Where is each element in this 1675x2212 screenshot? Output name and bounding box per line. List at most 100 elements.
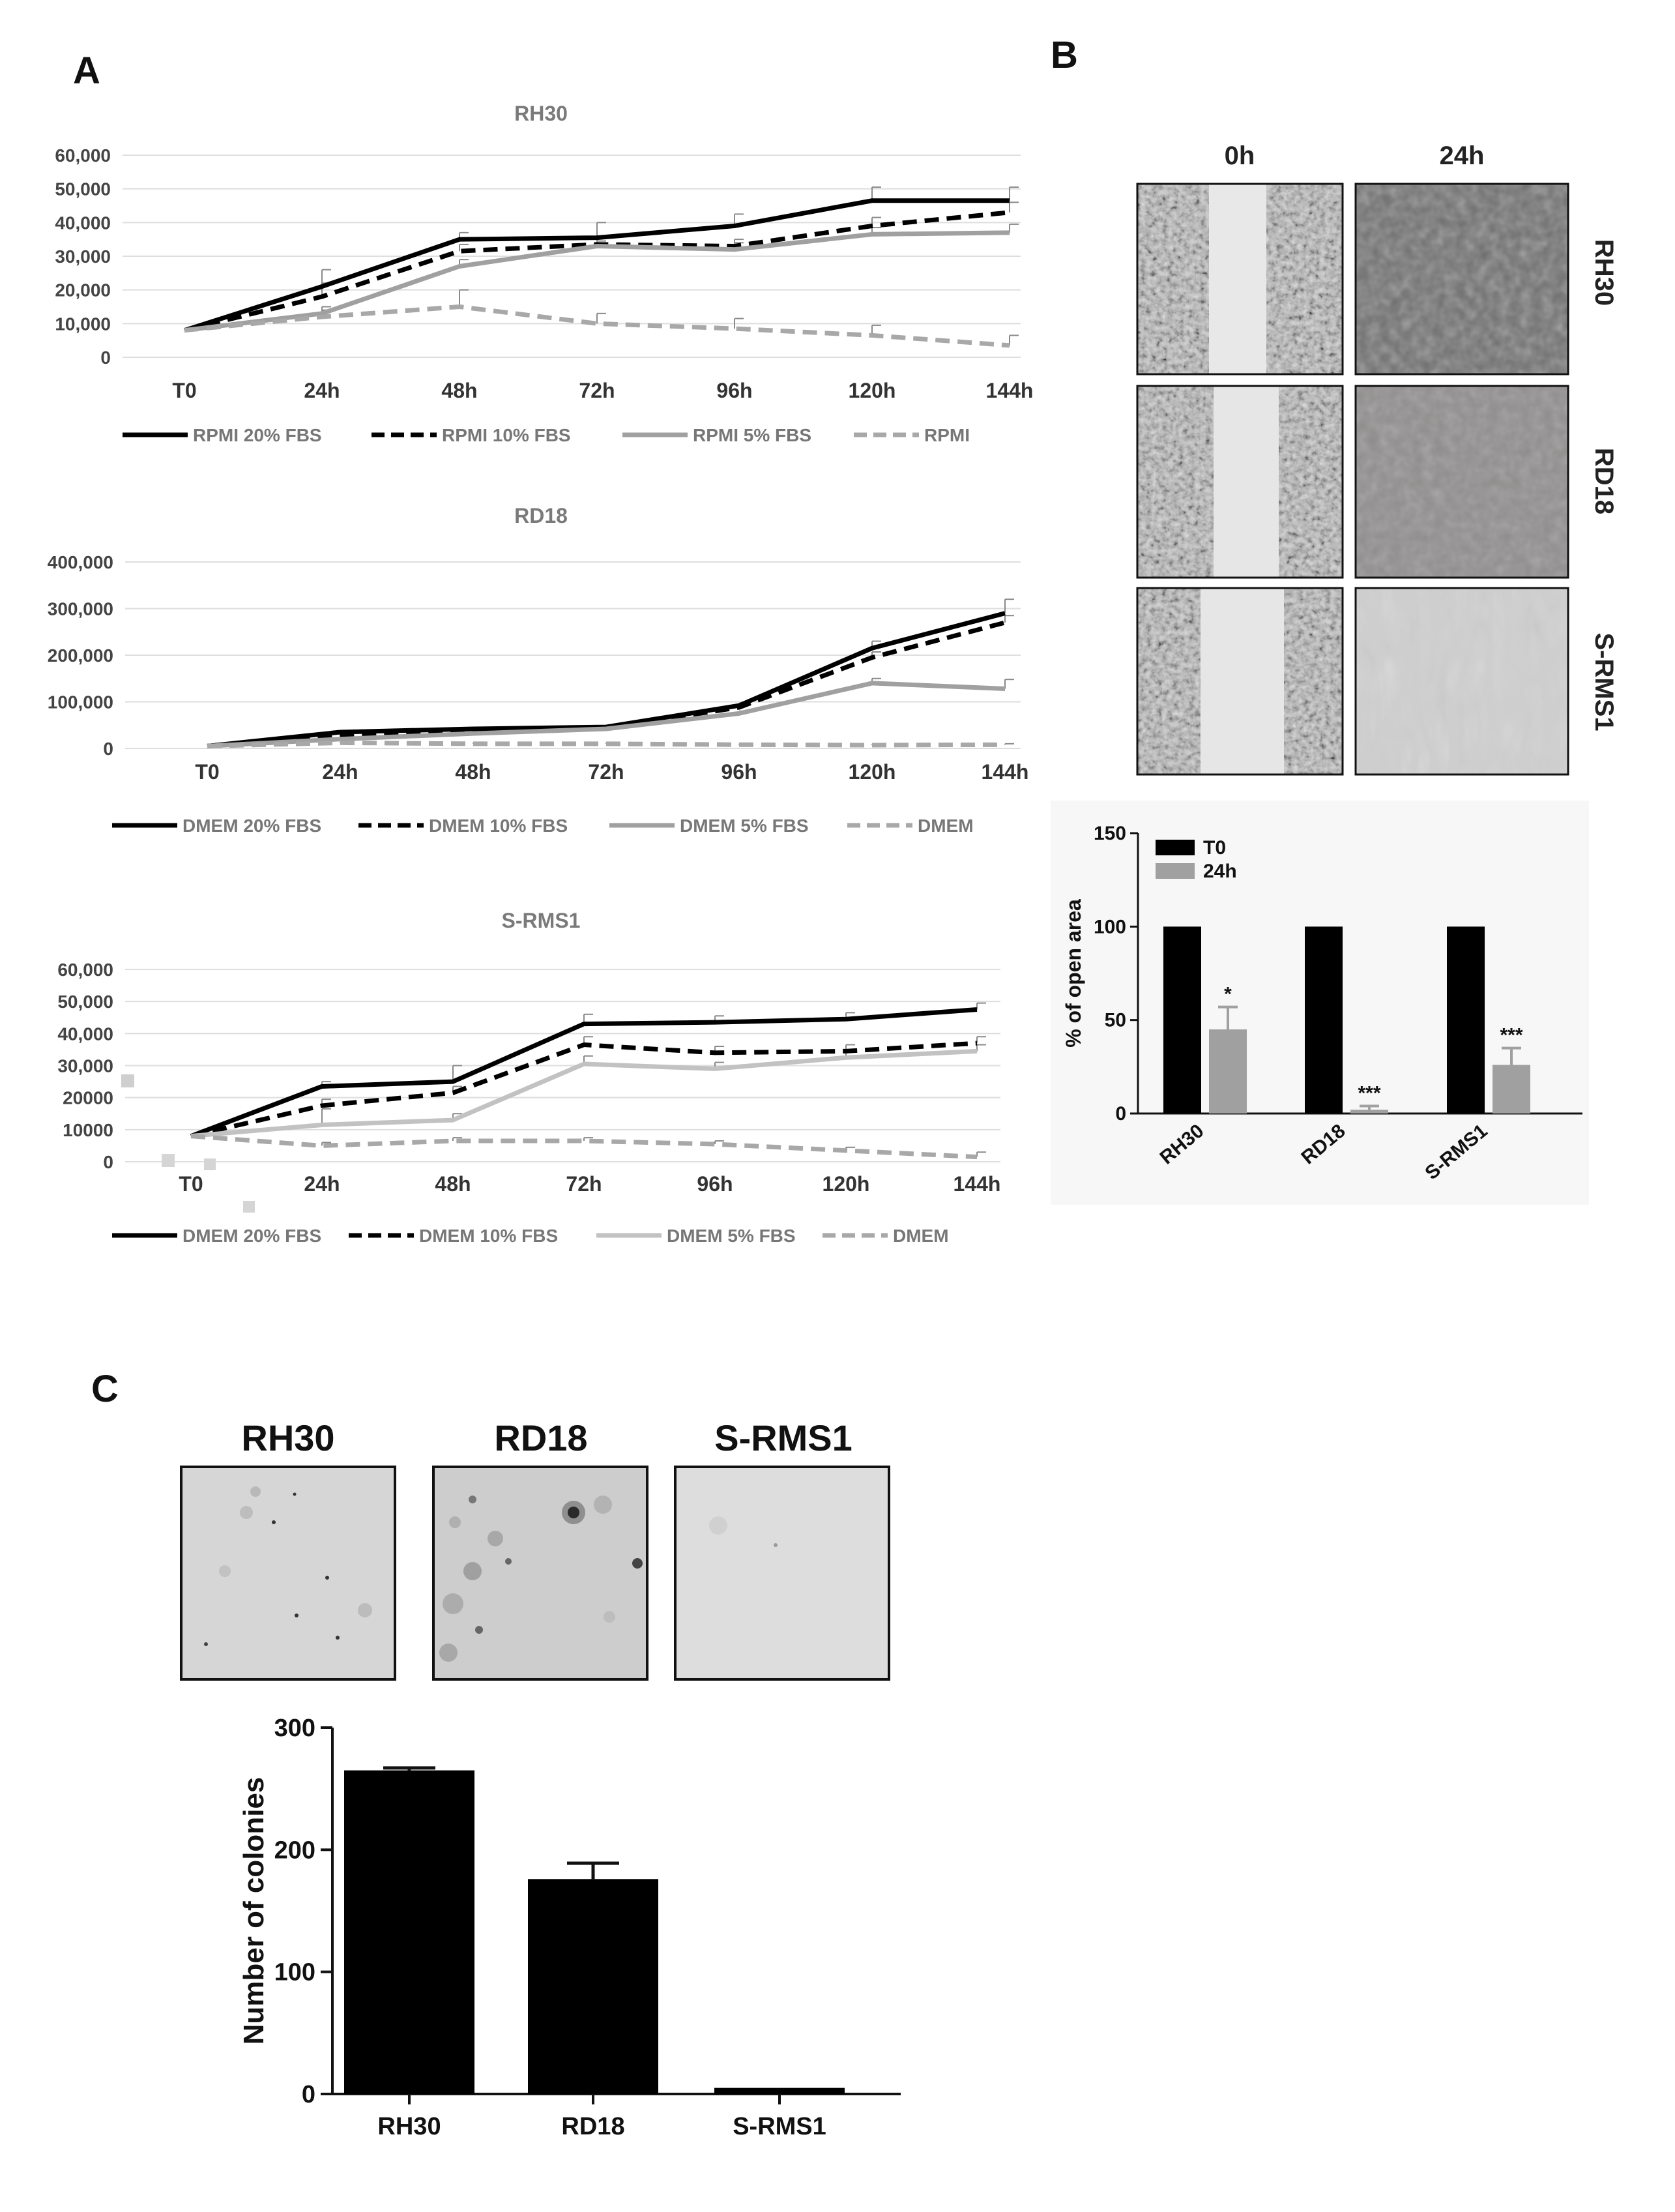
y-tick-label: 0 [302, 2081, 315, 2108]
series-line-3 [190, 1048, 978, 1139]
colony-photo-srms1 [674, 1466, 890, 1681]
y-tick-label: 200 [274, 1836, 315, 1864]
colony-label-rh30: RH30 [241, 1417, 334, 1458]
y-tick-label: 30,000 [57, 1056, 113, 1076]
y-tick-label: 20,000 [55, 280, 111, 301]
y-tick-label: 10000 [63, 1120, 113, 1140]
bar-t0 [1305, 926, 1343, 1113]
y-tick-label: 50,000 [57, 992, 113, 1012]
legend-label: DMEM 10% FBS [419, 1226, 558, 1246]
x-tick-label: T0 [172, 379, 196, 402]
row-label-rd18: RD18 [1590, 448, 1618, 514]
legend-label: DMEM 5% FBS [680, 816, 809, 836]
series-line-3 [184, 230, 1010, 333]
y-tick-label: 50,000 [55, 179, 111, 199]
y-tick-label: 30,000 [55, 246, 111, 267]
x-tick-label: RH30 [377, 2113, 441, 2140]
x-tick-label: 144h [982, 760, 1029, 784]
rh30-growth-chart: RH30 0 10,000 20,000 30,000 40,000 50,000 60,00… [55, 102, 1033, 445]
significance-marker: * [1224, 984, 1232, 1005]
y-tick-label: 0 [1115, 1103, 1126, 1125]
y-tick-label: 0 [103, 1152, 113, 1172]
x-tick-label: 48h [441, 379, 477, 402]
bar-24h [1209, 1029, 1247, 1113]
y-tick-label: 20000 [63, 1088, 113, 1108]
y-tick-label: 10,000 [55, 314, 111, 334]
colony-label-srms1: S-RMS1 [714, 1417, 852, 1458]
x-tick-label: 120h [849, 760, 896, 784]
x-tick-label: 144h [954, 1172, 1001, 1196]
y-tick-label: 50 [1105, 1010, 1126, 1031]
legend-label: DMEM 10% FBS [429, 816, 568, 836]
col-label-0h: 0h [1225, 141, 1255, 170]
scratch-photo-rd18-0h [1136, 385, 1344, 579]
bar-t0 [1163, 926, 1201, 1113]
x-tick-label: 48h [455, 760, 491, 784]
bar [344, 1770, 474, 2094]
legend-label: DMEM [918, 816, 974, 836]
legend-label: RPMI 5% FBS [693, 425, 811, 445]
legend-label: RPMI 10% FBS [442, 425, 571, 445]
colony-photos: RH30 RD18 S-RMS1 [180, 1417, 890, 1681]
panel-label-a: A [73, 50, 100, 92]
x-tick-label: 72h [579, 379, 615, 402]
panel-label-b: B [1051, 34, 1078, 76]
x-tick-label: RD18 [561, 2113, 624, 2140]
series-line-2 [190, 1040, 978, 1139]
colony-count-bar-chart: 0 100 200 300 Number of colonies RH30 RD18 S-RM… [238, 1715, 901, 2140]
x-tick-label: 96h [716, 379, 752, 402]
y-tick-label: 200,000 [48, 645, 113, 666]
row-label-rh30: RH30 [1590, 239, 1618, 306]
significance-marker: *** [1500, 1025, 1522, 1046]
y-tick-label: 100,000 [48, 692, 113, 713]
y-tick-label: 150 [1094, 823, 1126, 844]
bar [528, 1879, 658, 2094]
y-tick-label: 300,000 [48, 599, 113, 619]
x-tick-label: 96h [697, 1172, 733, 1196]
chart-title: RD18 [514, 504, 568, 527]
x-tick-label: 96h [721, 760, 757, 784]
srms1-growth-chart: S-RMS1 0 10000 20000 30,000 40,000 50,000 60,00… [57, 909, 1000, 1246]
colony-label-rd18: RD18 [494, 1417, 587, 1458]
scratch-photo-rh30-24h [1354, 183, 1569, 376]
x-tick-label: T0 [179, 1172, 203, 1196]
scratch-photo-srms1-0h [1136, 587, 1344, 776]
x-tick-label: 120h [823, 1172, 870, 1196]
bar-t0 [1447, 926, 1485, 1113]
scratch-photo-rh30-0h [1136, 183, 1344, 376]
x-tick-label: S-RMS1 [733, 2113, 826, 2140]
y-tick-label: 60,000 [55, 145, 111, 166]
row-label-srms1: S-RMS1 [1590, 632, 1618, 731]
y-tick-label: 0 [103, 739, 113, 759]
x-tick-label: 48h [435, 1172, 471, 1196]
legend-swatch [1156, 840, 1195, 855]
bar-24h [1350, 1110, 1388, 1113]
x-tick-label: 72h [566, 1172, 602, 1196]
chart-title: RH30 [514, 102, 568, 125]
y-tick-label: 100 [274, 1959, 315, 1986]
bar [714, 2087, 845, 2094]
x-tick-label: 24h [322, 760, 358, 784]
legend-label: DMEM [893, 1226, 949, 1246]
y-tick-label: 400,000 [48, 552, 113, 572]
panel-label-c: C [91, 1368, 119, 1410]
series-line-3 [207, 681, 1006, 748]
scratch-photo-rd18-24h [1354, 385, 1569, 579]
y-tick-label: 40,000 [55, 213, 111, 233]
stray-markers [121, 1074, 255, 1213]
y-tick-label: 60,000 [57, 960, 113, 980]
legend-label: RPMI [924, 425, 970, 445]
legend-label: DMEM 20% FBS [182, 816, 321, 836]
y-tick-label: 0 [100, 347, 111, 368]
x-tick-label: 24h [304, 1172, 340, 1196]
colony-photo-rh30 [180, 1466, 396, 1681]
x-tick-label: 120h [849, 379, 896, 402]
significance-marker: *** [1358, 1083, 1380, 1104]
scratch-assay-images: 0h 24h [1136, 141, 1618, 776]
y-tick-label: 100 [1094, 916, 1126, 937]
series-line-1 [190, 1007, 978, 1138]
legend-swatch [1156, 863, 1195, 879]
legend-label: 24h [1203, 861, 1237, 882]
series-line-4 [184, 304, 1010, 348]
